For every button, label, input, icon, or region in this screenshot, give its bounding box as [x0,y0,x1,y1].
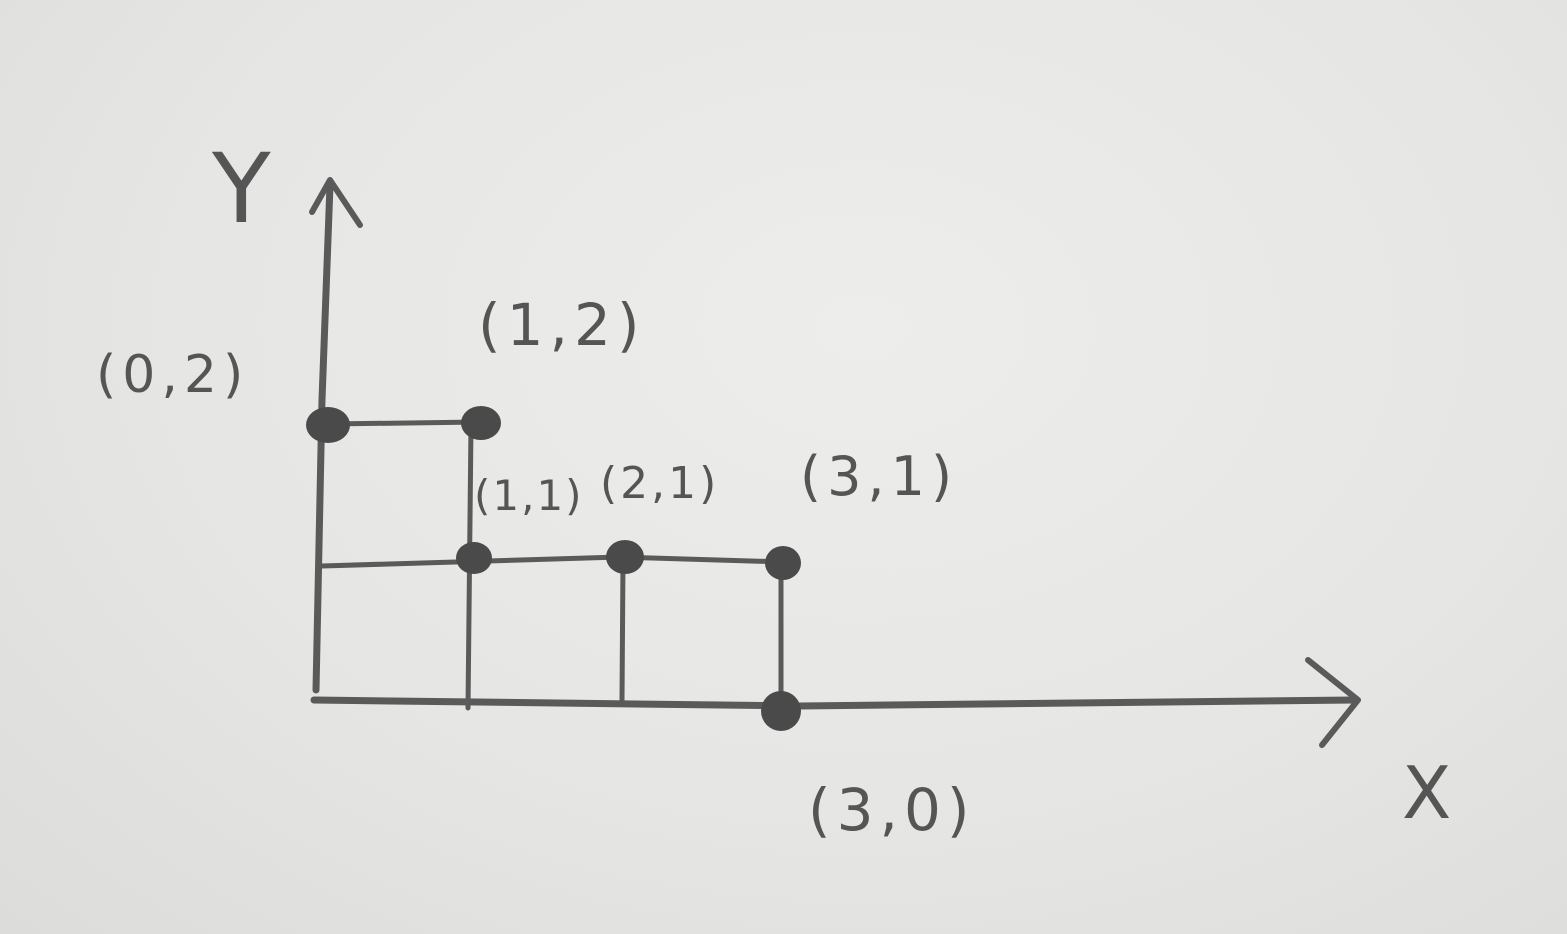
point-1-2: (1,2) [461,291,646,440]
point-3-1-label: (3,1) [800,445,958,508]
y-axis-label: Y [211,133,271,245]
point-1-2-label: (1,2) [478,291,646,359]
y-axis [312,181,334,694]
point-2-1: (2,1) [600,458,719,574]
grid-line-y1 [319,554,788,569]
point-3-0-label: (3,0) [808,776,976,844]
grid-line-x2 [619,557,626,703]
point-1-1: (1,1) [456,471,584,574]
point-0-2: (0,2) [96,345,350,443]
point-3-0-marker [761,691,801,731]
point-2-1-marker [606,540,644,574]
point-3-1-marker [765,546,801,580]
x-axis-arrowhead [1305,657,1361,748]
point-3-1: (3,1) [765,445,958,580]
point-1-1-label: (1,1) [474,471,584,520]
point-0-2-marker [306,407,350,443]
point-1-2-marker [461,406,501,440]
point-2-1-label: (2,1) [600,458,719,509]
grid-line-y2 [327,419,483,427]
point-0-2-label: (0,2) [96,345,249,405]
point-3-0: (3,0) [761,691,976,844]
y-axis-arrowhead [309,177,363,228]
point-1-1-marker [456,542,492,574]
x-axis-label: X [1402,751,1451,835]
